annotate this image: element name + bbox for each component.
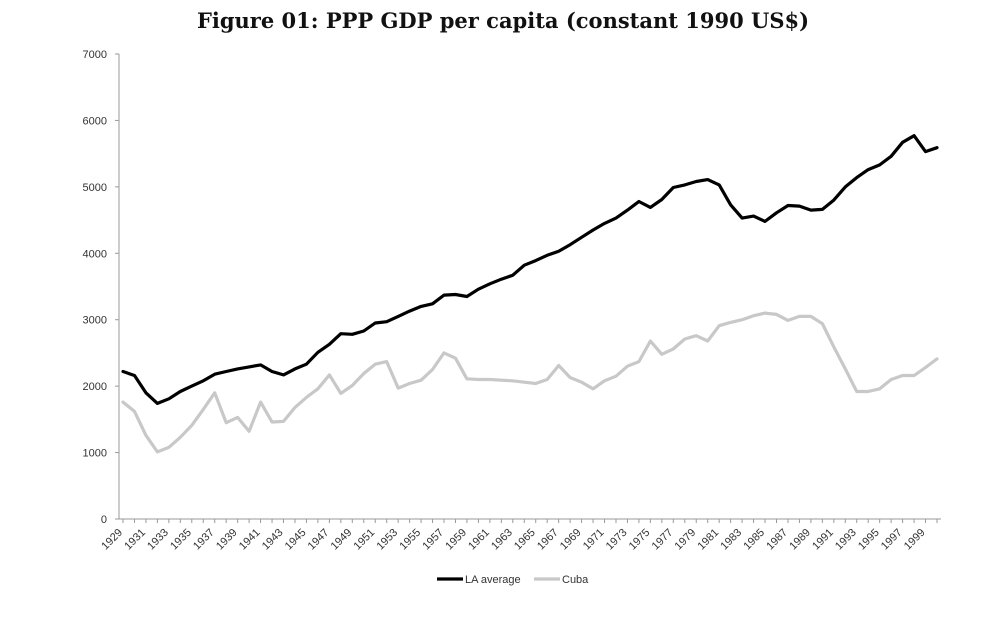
x-tick-label: 1931 [122, 527, 148, 553]
x-tick-label: 1977 [650, 527, 676, 553]
y-tick-label: 7000 [83, 49, 107, 61]
series-lines [121, 134, 939, 454]
legend-label: Cuba [562, 574, 589, 586]
x-tick-label: 1955 [397, 527, 423, 553]
x-tick-label: 1993 [833, 527, 859, 553]
x-tick-label: 1937 [191, 527, 217, 553]
x-tick-label: 1997 [879, 527, 905, 553]
x-tick-label: 1987 [764, 527, 790, 553]
y-tick-label: 3000 [83, 315, 107, 327]
x-tick-label: 1985 [741, 527, 767, 553]
x-tick-label: 1951 [352, 527, 378, 553]
x-tick-label: 1957 [420, 527, 446, 553]
x-tick-label: 1939 [214, 527, 240, 553]
series-line-la-average [121, 134, 939, 405]
legend-label: LA average [465, 574, 521, 586]
x-tick-label: 1943 [260, 527, 286, 553]
x-tick-label: 1999 [902, 527, 928, 553]
x-tick-label: 1971 [581, 527, 607, 553]
x-tick-label: 1981 [695, 527, 721, 553]
axes [118, 54, 941, 520]
x-tick-label: 1995 [856, 527, 882, 553]
x-tick-label: 1961 [466, 527, 492, 553]
x-tick-label: 1953 [374, 527, 400, 553]
chart-title: Figure 01: PPP GDP per capita (constant … [196, 8, 810, 33]
x-tick-label: 1933 [145, 527, 171, 553]
y-tick-label: 0 [101, 514, 107, 526]
y-tick-label: 5000 [83, 182, 107, 194]
x-tick-label: 1973 [604, 527, 630, 553]
series-line-cuba [121, 311, 939, 454]
y-tick-label: 2000 [83, 381, 107, 393]
x-tick-label: 1945 [283, 527, 309, 553]
x-tick-label: 1979 [673, 527, 699, 553]
x-tick-label: 1963 [489, 527, 515, 553]
x-tick-label: 1991 [810, 527, 836, 553]
y-axis-ticks: 0 1000 2000 3000 4000 5000 6000 7000 [83, 49, 119, 526]
x-tick-label: 1983 [718, 527, 744, 553]
x-tick-label: 1929 [99, 527, 125, 553]
legend: LA average Cuba [437, 574, 589, 586]
x-axis-ticks: 1929193119331935193719391941194319451947… [99, 519, 938, 553]
x-tick-label: 1965 [512, 527, 538, 553]
x-tick-label: 1975 [627, 527, 653, 553]
x-tick-label: 1941 [237, 527, 263, 553]
x-tick-label: 1947 [306, 527, 332, 553]
x-tick-label: 1949 [329, 527, 355, 553]
x-tick-label: 1989 [787, 527, 813, 553]
x-tick-label: 1967 [535, 527, 561, 553]
y-tick-label: 1000 [83, 448, 107, 460]
y-tick-label: 4000 [83, 248, 107, 260]
y-tick-label: 6000 [83, 115, 107, 127]
x-tick-label: 1935 [168, 527, 194, 553]
x-tick-label: 1969 [558, 527, 584, 553]
x-tick-label: 1959 [443, 527, 469, 553]
